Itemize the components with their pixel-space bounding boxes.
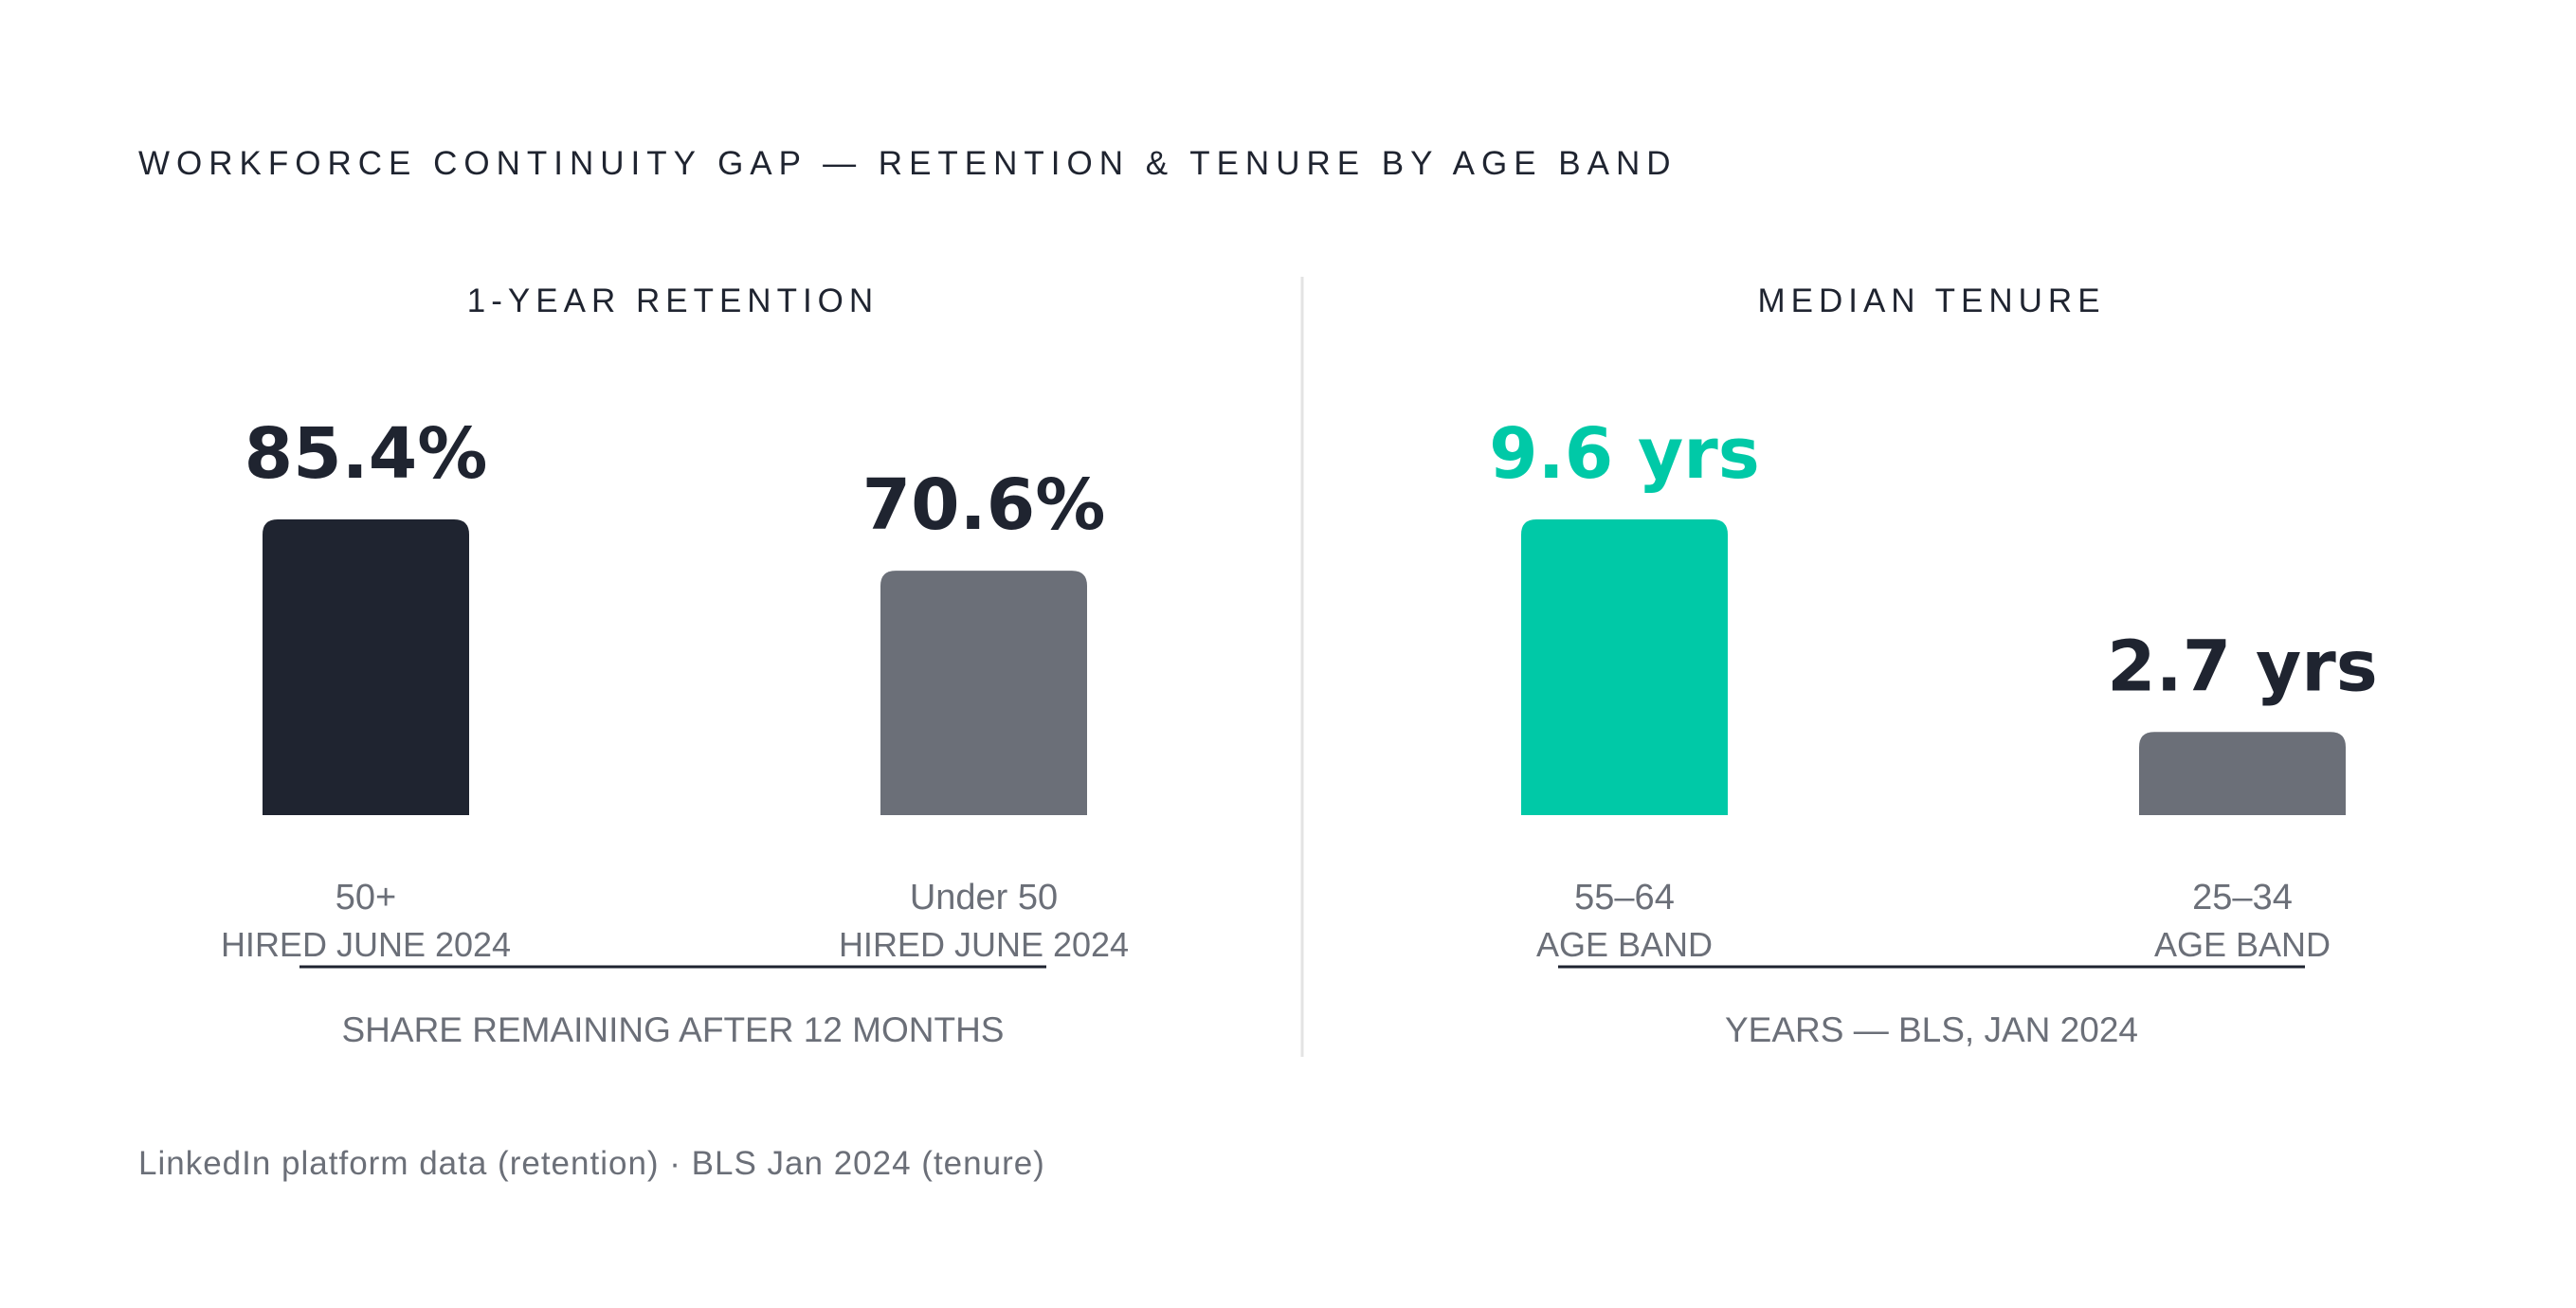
value-label-55-64: 9.6 yrs [1489, 413, 1760, 495]
category-sublabel-under-50: HIRED JUNE 2024 [839, 925, 1129, 964]
category-label-under-50: Under 50 [910, 878, 1058, 917]
category-sublabel-25-34: AGE BAND [2154, 925, 2331, 964]
category-sublabel-55-64: AGE BAND [1536, 925, 1713, 964]
value-label-50: 85.4% [245, 413, 488, 495]
category-label-25-34: 25–34 [2192, 878, 2293, 917]
bar-25-34 [2139, 732, 2346, 815]
category-sublabel-50: HIRED JUNE 2024 [221, 925, 511, 964]
category-label-50: 50+ [336, 878, 396, 917]
bar-under-50 [880, 571, 1087, 815]
category-label-55-64: 55–64 [1574, 878, 1675, 917]
caption-retention: SHARE REMAINING AFTER 12 MONTHS [342, 1010, 1005, 1049]
source-note: LinkedIn platform data (retention) · BLS… [138, 1145, 1045, 1182]
value-label-25-34: 2.7 yrs [2107, 626, 2378, 707]
caption-tenure: YEARS — BLS, JAN 2024 [1725, 1010, 2138, 1049]
panel-tenure: MEDIAN TENURE YEARS — BLS, JAN 2024 9.6 … [1489, 282, 2378, 1049]
bar-55-64 [1521, 519, 1728, 815]
chart-title: WORKFORCE CONTINUITY GAP — RETENTION & T… [138, 145, 1678, 182]
panel-title-retention: 1-YEAR RETENTION [467, 282, 879, 319]
panel-retention: 1-YEAR RETENTION SHARE REMAINING AFTER 1… [221, 282, 1129, 1049]
panel-title-tenure: MEDIAN TENURE [1757, 282, 2105, 319]
value-label-under-50: 70.6% [862, 464, 1106, 546]
bar-50 [263, 519, 469, 815]
